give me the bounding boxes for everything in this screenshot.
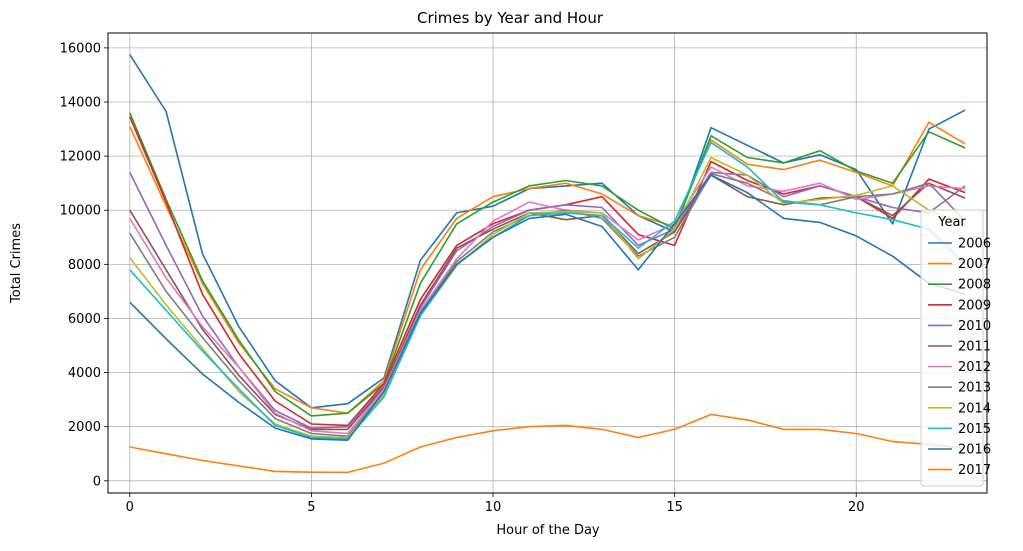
legend-label: 2006 <box>958 237 991 252</box>
legend-item-2017: 2017 <box>928 463 991 478</box>
legend-item-2015: 2015 <box>928 422 991 437</box>
series-line-2013 <box>129 172 966 438</box>
series-layer <box>129 54 966 474</box>
legend-item-2009: 2009 <box>928 298 991 313</box>
legend-label: 2012 <box>958 360 991 375</box>
chart-title: Crimes by Year and Hour <box>417 9 604 27</box>
legend-title: Year <box>937 215 966 230</box>
series-line-2008 <box>129 112 966 417</box>
legend-item-2013: 2013 <box>928 381 991 396</box>
legend-item-2012: 2012 <box>928 360 991 375</box>
series-line-2015 <box>129 141 966 440</box>
grid-layer <box>108 33 987 493</box>
legend-label: 2013 <box>958 381 991 396</box>
y-tick-label: 4000 <box>68 366 101 381</box>
legend-item-2014: 2014 <box>928 401 991 416</box>
legend-label: 2017 <box>958 463 991 478</box>
legend-items: 2006 2007 2008 2009 2010 2011 2012 2013 2014 2015… <box>928 237 991 478</box>
legend-item-2008: 2008 <box>928 278 991 293</box>
legend-label: 2010 <box>958 319 991 334</box>
x-tick-label: 20 <box>848 500 865 515</box>
y-tick-label: 0 <box>93 474 101 489</box>
legend-item-2007: 2007 <box>928 257 991 272</box>
x-tick-label: 10 <box>485 500 502 515</box>
legend-item-2006: 2006 <box>928 237 991 252</box>
legend-label: 2008 <box>958 278 991 293</box>
y-tick-label: 2000 <box>68 420 101 435</box>
legend: Year 2006 2007 2008 2009 2010 2011 2012 2013 201… <box>920 209 991 487</box>
series-line-2010 <box>129 171 966 429</box>
legend-item-2016: 2016 <box>928 443 991 458</box>
legend-item-2011: 2011 <box>928 340 991 355</box>
y-tick-label: 6000 <box>68 312 101 327</box>
legend-label: 2015 <box>958 422 991 437</box>
legend-label: 2011 <box>958 340 991 355</box>
y-tick-label: 8000 <box>68 258 101 273</box>
series-line-2017 <box>129 413 966 474</box>
x-tick-label: 15 <box>666 500 683 515</box>
legend-box <box>920 209 984 487</box>
y-tick-label: 16000 <box>60 41 101 56</box>
y-tick-label: 10000 <box>60 204 101 219</box>
x-axis-label: Hour of the Day <box>496 523 600 538</box>
y-tick-label: 14000 <box>60 96 101 111</box>
series-line-2014 <box>129 156 966 439</box>
legend-label: 2016 <box>958 443 991 458</box>
series-line-2012 <box>129 166 966 435</box>
x-tick-label: 5 <box>307 500 315 515</box>
legend-label: 2014 <box>958 401 991 416</box>
plot-frame <box>107 32 988 494</box>
legend-label: 2009 <box>958 298 991 313</box>
series-line-2006 <box>129 54 966 409</box>
series-line-2016 <box>129 174 966 442</box>
y-axis-label: Total Crimes <box>9 223 24 304</box>
tick-layer: 0 5 10 15 20 0 2000 4000 6000 8000 10000 12000 14000… <box>60 41 865 515</box>
y-tick-label: 12000 <box>60 150 101 165</box>
x-tick-label: 0 <box>126 500 134 515</box>
legend-label: 2007 <box>958 257 991 272</box>
legend-item-2010: 2010 <box>928 319 991 334</box>
series-line-2007 <box>129 121 966 415</box>
